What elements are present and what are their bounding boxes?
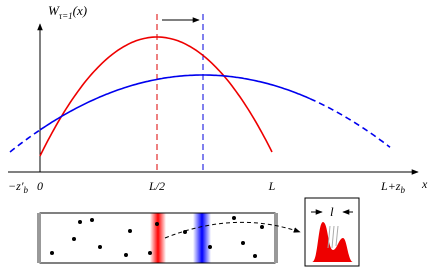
x-tick-label: L+zb [380,179,405,195]
x-axis-label: x [421,177,428,191]
x-tick-label: L [268,179,276,193]
scatterers [50,216,264,258]
red-band [150,213,166,263]
inset-peaks [312,222,353,262]
y-axis-label: Wτ=1(x) [48,3,87,21]
blue-extrapolation [309,97,391,148]
x-tick-label: L/2 [148,179,165,193]
slab-end [37,213,41,263]
inset-label: l [330,204,334,219]
blue-curve [39,74,311,131]
blue-extrapolation [9,129,41,153]
blue-band [193,213,211,263]
red-curve [39,36,273,157]
inset-traces [327,225,339,249]
x-tick-label: 0 [37,179,43,193]
x-ticks: −z′b 0 L/2 L L+zb [8,179,405,195]
slab-end [274,213,278,263]
dashed-arrow [164,221,301,239]
x-tick-label: −z′b [8,179,28,195]
